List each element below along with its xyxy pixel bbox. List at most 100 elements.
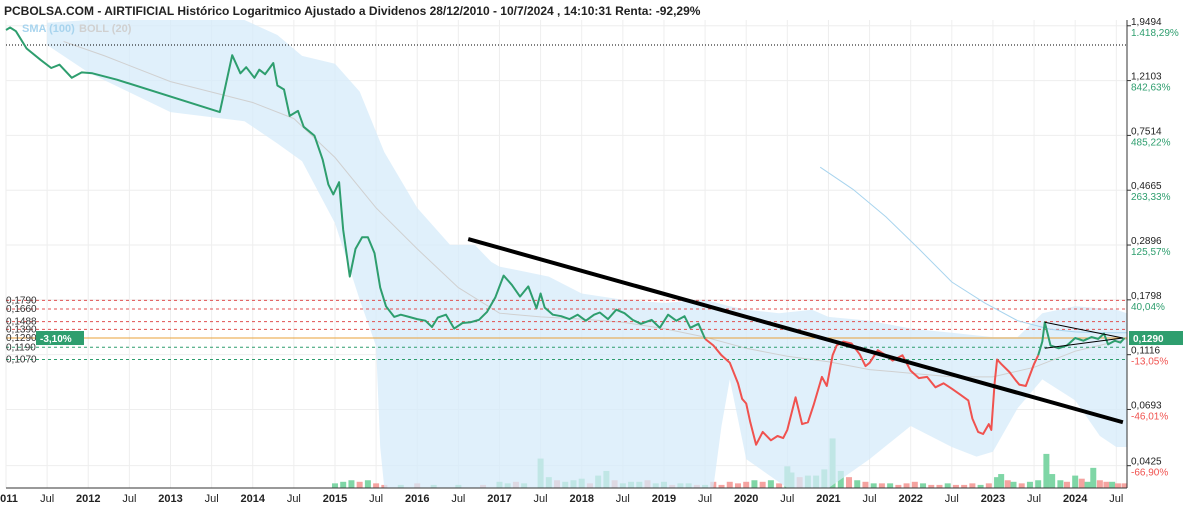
right-axis-pct-label: 125,57% [1131,247,1171,258]
x-axis-tick-label: 2015 [323,493,347,505]
right-axis-pct-label: 263,33% [1131,192,1171,203]
volume-bar [887,483,894,488]
x-axis-tick-label: Jul [863,493,877,505]
volume-bar [356,481,363,488]
volume-bar [767,480,774,488]
left-level-label: 0,1190 [6,342,36,353]
sma-100-line [819,166,1127,334]
legend-sma[interactable]: SMA (100) [22,23,75,35]
x-axis-tick-label: Jul [40,493,54,505]
volume-bar [1103,481,1110,488]
volume-bar [1063,481,1070,488]
legend-boll[interactable]: BOLL (20) [79,23,132,35]
trend-lines [467,237,1124,425]
x-axis-tick-label: Jul [698,493,712,505]
volume-bar [1078,478,1085,488]
volume-bar [348,480,355,488]
volume-bar [977,484,984,488]
x-axis-tick-label: 2014 [240,493,265,505]
volume-bar [837,470,844,488]
left-level-label: 0,1290 [6,333,37,344]
x-axis-tick-label: Jul [287,493,301,505]
right-axis-price-label: 0,1798 [1131,291,1162,302]
volume-bar [1084,481,1091,488]
volume-bar [331,483,338,488]
volume-bar [1096,480,1103,488]
x-axis-tick-label: 2012 [76,493,100,505]
volume-bar [759,481,766,488]
x-axis-tick-label: Jul [369,493,383,505]
volume-bar [718,484,725,488]
volume-bar [870,483,877,488]
change-badge-label: -3,10% [40,334,72,345]
x-axis-tick-label: Jul [616,493,630,505]
trend-line [1044,321,1123,339]
x-axis-tick-label: 2024 [1063,493,1088,505]
volume-bar [985,483,992,488]
left-level-label: 0,1070 [6,355,37,366]
volume-bar [952,484,959,488]
volume-bar [340,481,347,488]
volume-bar [1090,467,1097,488]
volume-bar [969,483,976,488]
left-level-label: 0,1390 [6,324,37,335]
right-axis-price-label: 0,0693 [1131,400,1162,411]
sma-line [819,166,1127,334]
right-axis-price-label: 0,7514 [1131,126,1162,137]
x-axis-tick-label: Jul [1027,493,1041,505]
volume-bar [1018,483,1025,488]
volume-bar [1026,481,1033,488]
volume-bar [364,480,371,488]
volume-bar [1072,475,1079,488]
x-axis-tick-label: Jul [1109,493,1123,505]
price-line [5,26,1126,446]
volume-bar [1121,483,1128,488]
right-axis-price-label: 0,2896 [1131,236,1162,247]
x-axis-tick-label: 2021 [816,493,840,505]
x-axis-tick-label: 2017 [487,493,511,505]
volume-bar [911,481,918,488]
volume-bar [1057,480,1064,488]
right-axis-pct-label: 1.418,29% [1131,28,1179,39]
x-axis-tick-label: 2023 [981,493,1005,505]
volume-bar [961,484,968,488]
volume-bar [920,483,927,488]
volume-bar [944,483,951,488]
right-axis-pct-label: 485,22% [1131,137,1171,148]
volume-bar [1010,481,1017,488]
x-axis-tick-label: 2022 [898,493,922,505]
volume-bar [1114,483,1121,488]
current-price-badge [1129,331,1183,346]
volume-bar [846,477,853,488]
volume-bar [726,481,733,488]
volume-bar [1043,453,1050,488]
right-axis-price-label: 0,4665 [1131,181,1162,192]
volume-bar [1004,480,1011,488]
price-series-price-up [5,26,707,340]
volume-bar [854,480,861,488]
volume-bar [1049,474,1056,488]
price-series-price-down [704,338,1040,446]
right-axis-pct-label: -13,05% [1131,357,1168,368]
volume-bar [928,484,935,488]
x-axis-tick-label: Jul [945,493,959,505]
right-axis-pct-label: -66,90% [1131,468,1168,479]
left-level-label: 0,1790 [6,295,37,306]
x-axis-tick-label: Jul [205,493,219,505]
level-lines [6,44,1127,361]
volume-bar [776,483,783,488]
x-axis-tick-label: Jul [780,493,794,505]
right-axis-price-label: 0,1116 [1131,346,1161,357]
change-badge [36,331,84,346]
bollinger-middle-line [63,41,1128,378]
price-series-price-up-2 [1037,321,1126,356]
x-axis-tick-label: 2011 [0,493,18,505]
volume-bar [895,484,902,488]
right-axis-price-label: 1,9494 [1131,17,1162,28]
right-axis-price-label: 0,0425 [1131,457,1162,468]
chart-title: PCBOLSA.COM - AIRTIFICIAL Histórico Loga… [4,4,701,18]
